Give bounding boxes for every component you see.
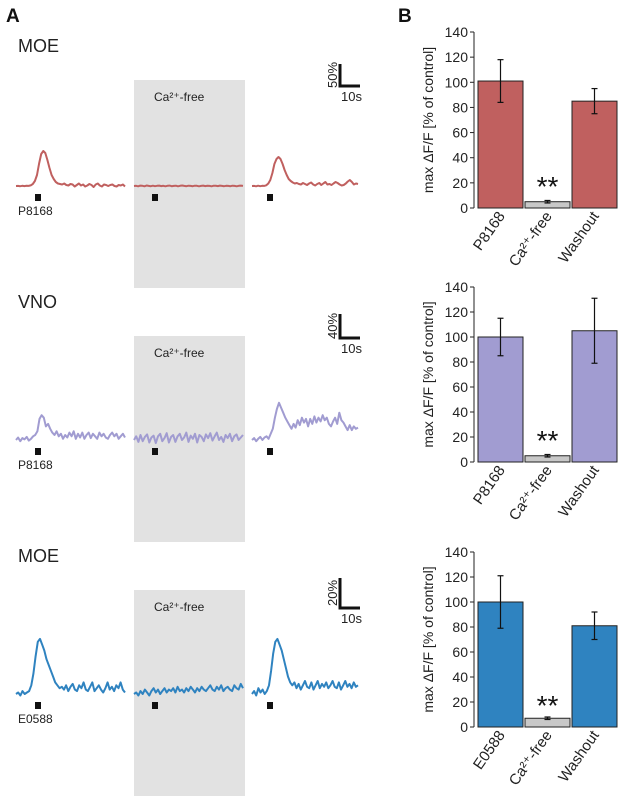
y-tick-label: 40 (452, 669, 468, 685)
scale-bar-time: 10s (341, 89, 362, 104)
stimulus-marker (152, 448, 158, 455)
tissue-label: MOE (18, 36, 59, 56)
y-tick-label: 100 (445, 329, 469, 345)
row-1: MOECa²⁺-freeP816850%10s02040608010012014… (15, 24, 618, 288)
y-tick-label: 120 (445, 304, 469, 320)
stimulus-label: P8168 (18, 204, 53, 218)
trace-washout (251, 637, 359, 697)
row-3: MOECa²⁺-freeE058820%10s02040608010012014… (15, 544, 618, 796)
y-tick-label: 20 (452, 175, 468, 191)
y-tick-label: 120 (445, 49, 469, 65)
tissue-label: VNO (18, 292, 57, 312)
row-2: VNOCa²⁺-freeP816840%10s02040608010012014… (15, 279, 618, 542)
y-tick-label: 100 (445, 594, 469, 610)
ca-free-label: Ca²⁺-free (154, 600, 205, 614)
stimulus-marker (35, 702, 41, 709)
x-tick-label: Washout (555, 462, 603, 520)
bar-chart: 0 20 40 60 80 100 120 140 max ΔF/F [% of control… (420, 544, 618, 789)
y-tick-label: 40 (452, 404, 468, 420)
x-tick-label: Washout (555, 727, 603, 785)
y-axis-title: max ΔF/F [% of control] (420, 566, 436, 712)
panel-a-label: A (6, 6, 20, 27)
y-tick-label: 40 (452, 150, 468, 166)
y-tick-label: 60 (452, 644, 468, 660)
bar (571, 100, 618, 209)
panel-b-label: B (398, 6, 412, 27)
trace-ca-free (133, 184, 244, 188)
y-tick-label: 80 (452, 619, 468, 635)
y-tick-label: 140 (445, 279, 469, 295)
tissue-label: MOE (18, 546, 59, 566)
stimulus-marker (35, 194, 41, 201)
trace-control (15, 637, 126, 697)
y-tick-label: 140 (445, 24, 469, 40)
y-tick-label: 120 (445, 569, 469, 585)
y-tick-label: 20 (452, 694, 468, 710)
y-tick-label: 60 (452, 379, 468, 395)
ca-free-label: Ca²⁺-free (154, 90, 205, 104)
scale-bar-percent: 20% (325, 580, 340, 606)
trace-ca-free (133, 682, 244, 697)
scale-bar-percent: 40% (325, 313, 340, 339)
y-tick-label: 80 (452, 99, 468, 115)
x-tick-label: P8168 (470, 463, 509, 508)
scale-bar-percent: 50% (325, 62, 340, 88)
x-tick-label: Ca²⁺-free (506, 463, 556, 524)
scale-bar-time: 10s (341, 341, 362, 356)
trace-control (15, 414, 126, 443)
y-tick-label: 20 (452, 429, 468, 445)
significance-marker: ** (537, 171, 559, 202)
trace-washout (251, 156, 359, 188)
ca-free-region (134, 590, 245, 796)
y-tick-label: 60 (452, 125, 468, 141)
bar-chart: 0 20 40 60 80 100 120 140 max ΔF/F [% of control… (420, 279, 618, 524)
x-tick-label: P8168 (470, 209, 509, 254)
stimulus-marker (152, 702, 158, 709)
x-tick-label: Ca²⁺-free (506, 728, 556, 789)
y-axis-title: max ΔF/F [% of control] (420, 301, 436, 447)
stimulus-marker (267, 702, 273, 709)
bar (571, 625, 618, 728)
y-axis-title: max ΔF/F [% of control] (420, 47, 436, 193)
ca-free-region (134, 80, 245, 288)
trace-control (15, 150, 126, 188)
ca-free-label: Ca²⁺-free (154, 346, 205, 360)
y-tick-label: 140 (445, 544, 469, 560)
y-tick-label: 0 (460, 719, 468, 735)
y-tick-label: 0 (460, 454, 468, 470)
scale-bar-time: 10s (341, 611, 362, 626)
y-tick-label: 0 (460, 200, 468, 216)
trace-washout (251, 401, 359, 443)
bar-chart: 0 20 40 60 80 100 120 140 max ΔF/F [% of control… (420, 24, 618, 270)
y-tick-label: 100 (445, 74, 469, 90)
stimulus-marker (267, 448, 273, 455)
x-tick-label: Washout (555, 208, 603, 266)
stimulus-marker (152, 194, 158, 201)
x-tick-label: Ca²⁺-free (506, 209, 556, 270)
significance-marker: ** (537, 690, 559, 721)
significance-marker: ** (537, 425, 559, 456)
trace-ca-free (133, 431, 244, 445)
y-tick-label: 80 (452, 354, 468, 370)
stimulus-marker (35, 448, 41, 455)
stimulus-label: E0588 (18, 712, 53, 726)
stimulus-label: P8168 (18, 458, 53, 472)
stimulus-marker (267, 194, 273, 201)
figure-rows: MOECa²⁺-freeP816850%10s02040608010012014… (15, 24, 618, 796)
x-tick-label: E0588 (470, 728, 509, 773)
